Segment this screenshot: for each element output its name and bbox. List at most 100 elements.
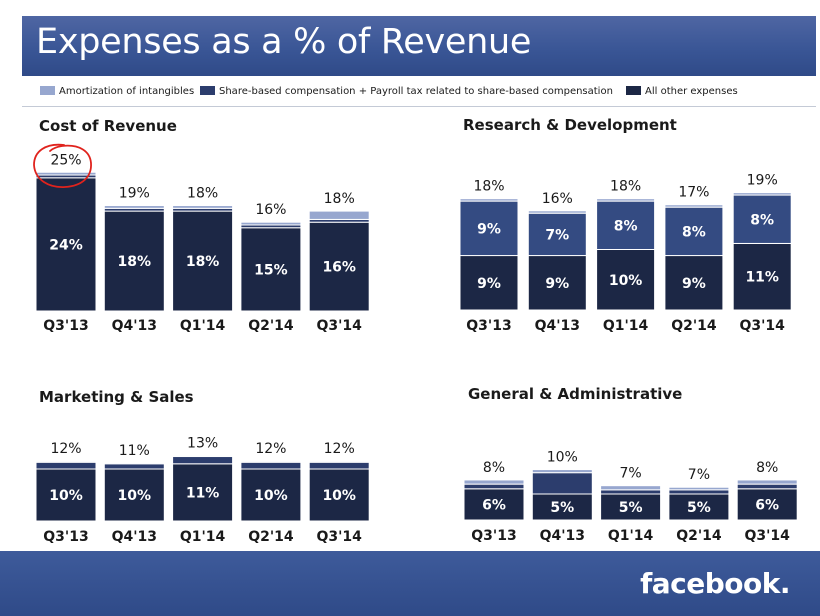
research-development-category-label-1: Q4'13 [535, 318, 580, 334]
research-development-bar-other-0 [459, 255, 519, 311]
general-administrative-bar-share-based-0 [463, 483, 525, 490]
general-administrative-segment-label-0-4: 6% [755, 497, 779, 513]
marketing-sales-bar-other-3 [240, 468, 302, 522]
footer-bar: facebook. [0, 551, 820, 616]
general-administrative-bar-amortization-1 [531, 469, 593, 474]
research-development-total-label-3: 17% [678, 185, 709, 201]
general-administrative-bar-amortization-4 [736, 479, 798, 485]
general-administrative-bar-share-based-3 [668, 489, 730, 495]
general-administrative-bar-share-based-2 [600, 489, 662, 495]
general-administrative-total-label-0: 8% [483, 460, 505, 476]
marketing-sales-bar-amortization-3 [240, 460, 302, 463]
general-administrative-total-label-3: 7% [688, 467, 710, 483]
research-development-total-label-4: 19% [747, 173, 778, 189]
research-development-segment-label-1-1: 7% [545, 227, 569, 243]
research-development-bar-share-based-2 [596, 200, 656, 251]
research-development-total-label-0: 18% [473, 179, 504, 195]
cost-of-revenue-total-label-2: 18% [187, 186, 218, 202]
cost-of-revenue-bar-amortization-4 [308, 210, 370, 220]
cost-of-revenue-bar-other-2 [172, 210, 234, 312]
cost-of-revenue-bar-amortization-1 [103, 205, 165, 209]
legend: Amortization of intangibles Share-based … [40, 86, 800, 102]
research-development-segment-label-0-4: 11% [745, 270, 779, 286]
general-administrative-category-label-3: Q2'14 [676, 528, 722, 544]
research-development-bar-other-2 [596, 249, 656, 311]
marketing-sales-bar-amortization-4 [308, 460, 370, 463]
research-development-bar-other-3 [664, 255, 724, 311]
research-development-total-label-1: 16% [542, 191, 573, 207]
cost-of-revenue-segment-label-0-0: 24% [49, 237, 83, 253]
research-development-bar-share-based-3 [664, 206, 724, 257]
research-development-segment-label-1-2: 8% [614, 218, 638, 234]
research-development-total-label-2: 18% [610, 179, 641, 195]
cost-of-revenue-category-label-1: Q4'13 [112, 318, 157, 334]
research-development-segment-label-0-3: 9% [682, 276, 706, 292]
research-development-bar-share-based-1 [527, 212, 587, 257]
general-administrative-total-label-1: 10% [547, 450, 578, 466]
research-development-bar-other-1 [527, 255, 587, 311]
cost-of-revenue-bar-amortization-2 [172, 205, 234, 209]
legend-divider [22, 106, 816, 107]
legend-swatch-share-based [200, 86, 215, 95]
general-administrative-bar-share-based-4 [736, 483, 798, 490]
cost-of-revenue-category-label-2: Q1'14 [180, 318, 226, 334]
general-administrative-bar-amortization-0 [463, 479, 525, 485]
marketing-sales-segment-label-0-3: 10% [254, 488, 288, 504]
general-administrative-category-label-1: Q4'13 [540, 528, 585, 544]
marketing-sales-segment-label-0-1: 10% [118, 488, 152, 504]
cost-of-revenue-segment-label-0-1: 18% [118, 254, 152, 270]
research-development-segment-label-0-1: 9% [545, 276, 569, 292]
cost-of-revenue-category-label-3: Q2'14 [248, 318, 294, 334]
research-development-bar-share-based-0 [459, 200, 519, 257]
cost-of-revenue-total-label-1: 19% [119, 186, 150, 202]
cost-of-revenue-bar-amortization-3 [240, 221, 302, 226]
general-administrative-category-label-4: Q3'14 [744, 528, 790, 544]
cost-of-revenue-segment-label-0-2: 18% [186, 254, 220, 270]
legend-label-other: All other expenses [645, 86, 738, 97]
marketing-sales-bar-other-4 [308, 468, 370, 522]
general-administrative-category-label-0: Q3'13 [471, 528, 516, 544]
legend-item-amortization: Amortization of intangibles [40, 86, 194, 97]
general-administrative-bar-amortization-2 [600, 485, 662, 491]
general-administrative-bar-other-2 [600, 493, 662, 521]
legend-swatch-amortization [40, 86, 55, 95]
general-administrative-category-label-2: Q1'14 [608, 528, 654, 544]
general-administrative-bar-share-based-1 [531, 472, 593, 495]
marketing-sales-segment-label-0-4: 10% [322, 488, 356, 504]
marketing-sales-bar-other-0 [35, 468, 97, 522]
cost-of-revenue-total-label-0: 25% [50, 152, 81, 168]
marketing-sales-total-label-3: 12% [255, 441, 286, 457]
marketing-sales-bar-other-1 [103, 468, 165, 522]
cost-of-revenue-bar-other-4 [308, 221, 370, 312]
legend-item-share-based: Share-based compensation + Payroll tax r… [200, 86, 613, 97]
cost-of-revenue-category-label-4: Q3'14 [316, 318, 362, 334]
legend-swatch-other [626, 86, 641, 95]
chart-title-research-development: Research & Development [463, 116, 677, 134]
facebook-logo: facebook. [640, 567, 790, 600]
page-title: Expenses as a % of Revenue [36, 22, 532, 62]
marketing-sales-category-label-3: Q2'14 [248, 529, 294, 545]
general-administrative-segment-label-0-0: 6% [482, 497, 506, 513]
marketing-sales-bar-amortization-1 [103, 462, 165, 465]
marketing-sales-segment-label-0-2: 11% [186, 485, 220, 501]
marketing-sales-total-label-2: 13% [187, 435, 218, 451]
general-administrative-bar-other-3 [668, 493, 730, 521]
general-administrative-segment-label-0-2: 5% [619, 500, 643, 516]
research-development-segment-label-0-0: 9% [477, 276, 501, 292]
research-development-bar-share-based-4 [732, 194, 792, 244]
chart-title-general-administrative: General & Administrative [468, 385, 683, 403]
cost-of-revenue-total-label-3: 16% [255, 202, 286, 218]
cost-of-revenue-segment-label-0-3: 15% [254, 262, 288, 278]
research-development-bar-amortization-4 [732, 192, 792, 196]
marketing-sales-segment-label-0-0: 10% [49, 488, 83, 504]
research-development-bar-amortization-3 [664, 204, 724, 208]
general-administrative-segment-label-0-3: 5% [687, 500, 711, 516]
title-banner: Expenses as a % of Revenue [22, 16, 816, 76]
legend-label-amortization: Amortization of intangibles [59, 86, 195, 97]
research-development-bar-other-4 [732, 242, 792, 311]
research-development-category-label-0: Q3'13 [466, 318, 511, 334]
general-administrative-bar-other-1 [531, 493, 593, 521]
